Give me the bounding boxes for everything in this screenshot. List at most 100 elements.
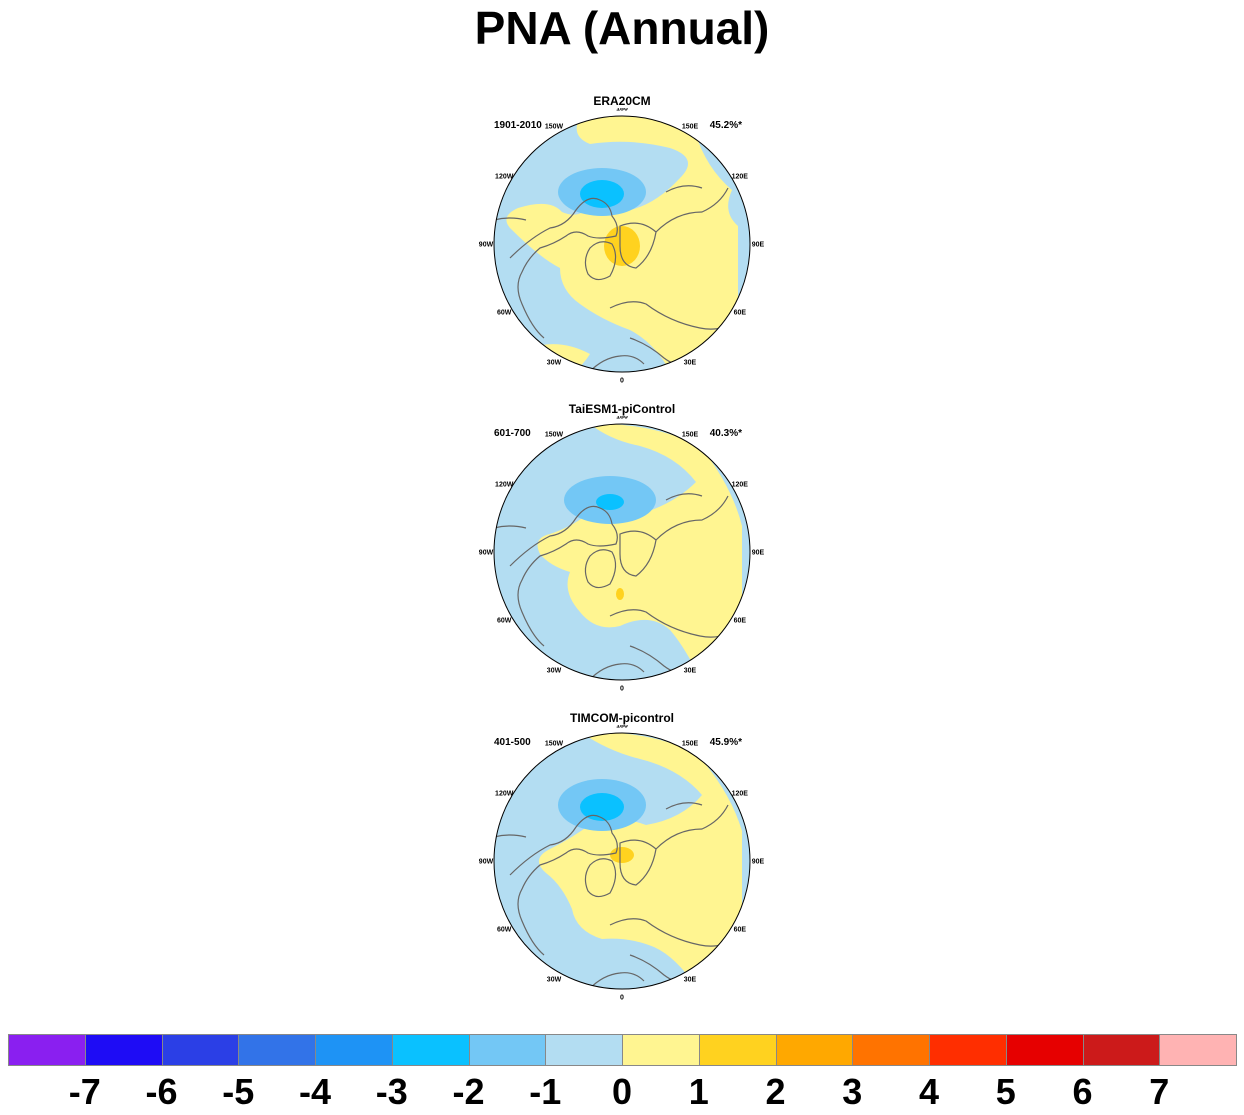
panel-variance: 45.2%* [709, 120, 742, 131]
colorbar-tick-label: -5 [222, 1071, 255, 1112]
coastline [584, 241, 617, 281]
map-panel-timcom: TIMCOM-picontrol 401-500 45.9%* 180 150E 1… [470, 711, 774, 1011]
colorbar-box [622, 1034, 700, 1066]
map-border [493, 732, 751, 990]
longitude-label: 150W [545, 741, 564, 748]
polar-map: 180 150E 120E 90E 60E 30E 0 30W 60W 90W 120W 150W [479, 725, 765, 1002]
coastline [583, 972, 645, 989]
longitude-label: 150E [682, 124, 699, 131]
longitude-label: 90E [752, 242, 765, 249]
coastline [584, 549, 617, 589]
longitude-label: 0 [620, 686, 624, 693]
colorbar-tick-label: 0 [611, 1071, 633, 1112]
colorbar-box [698, 1034, 777, 1066]
colorbar-tick-label: -1 [529, 1071, 562, 1112]
longitude-label: 30E [684, 359, 697, 366]
colorbar-tick-label: -3 [375, 1071, 408, 1112]
longitude-label: 30E [684, 667, 697, 674]
panel-title: TaiESM1-piControl [568, 402, 676, 416]
positive-anomaly-center [604, 226, 640, 266]
coastline [655, 187, 729, 233]
longitude-label: 150W [545, 432, 564, 439]
polar-map: 180 150E 120E 90E 60E 30E 0 30W 60W 90W 120W 150W [479, 416, 765, 693]
longitude-label: 60E [734, 927, 747, 934]
longitude-label: 90E [752, 550, 765, 557]
panel-period: 401-500 [494, 737, 531, 748]
longitude-label: 30W [547, 976, 562, 983]
longitude-label: 120E [732, 791, 749, 798]
longitude-label: 120W [495, 174, 514, 181]
colorbar-tick-label: 3 [842, 1071, 863, 1112]
chart-title: PNA (Annual) [474, 2, 770, 54]
positive-anomaly-center [610, 847, 634, 863]
longitude-label: 180 [616, 725, 628, 730]
colorbar-tick-label: 1 [688, 1071, 709, 1112]
colorbar-box [315, 1034, 393, 1066]
panel-variance: 45.9%* [709, 737, 742, 748]
longitude-label: 90E [752, 859, 765, 866]
longitude-label: 90W [479, 550, 494, 557]
colorbar-box [161, 1034, 240, 1066]
coastline [655, 804, 729, 850]
panel-variance: 40.3%* [709, 428, 742, 439]
longitude-label: 120E [732, 482, 749, 489]
coastline [665, 185, 703, 193]
map-border [493, 115, 751, 373]
negative-anomaly-center [580, 180, 624, 208]
longitude-label: 90W [479, 859, 494, 866]
coastline [509, 197, 618, 339]
colorbar-box [8, 1034, 86, 1066]
colorbar-box [545, 1034, 623, 1066]
colorbar-box [1082, 1034, 1161, 1066]
longitude-label: 60W [497, 310, 512, 317]
positive-anomaly-region [539, 733, 742, 987]
coastline [655, 495, 729, 541]
panel-period: 1901-2010 [494, 120, 542, 131]
longitude-label: 60W [497, 618, 512, 625]
coastline [665, 493, 703, 501]
longitude-label: 180 [616, 108, 628, 113]
colorbar-box [238, 1034, 316, 1066]
coastline [619, 530, 657, 577]
colorbar-box [84, 1034, 163, 1066]
coastline [619, 839, 657, 886]
map-panel-taiesm1: TaiESM1-piControl 601-700 40.3%* 180 150E… [470, 402, 774, 702]
negative-anomaly-center [580, 793, 624, 821]
longitude-label: 30E [684, 976, 697, 983]
longitude-label: 150W [545, 124, 564, 131]
longitude-label: 120E [732, 174, 749, 181]
colorbar-tick-label: 2 [765, 1071, 786, 1112]
colorbar [8, 1034, 1237, 1068]
colorbar-tick-label: 6 [1072, 1071, 1093, 1112]
map-panel-era20cm: ERA20CM 1901-2010 45.2%* 180 150E 120E 90E 6… [470, 94, 774, 394]
longitude-label: 0 [620, 995, 624, 1002]
longitude-label: 150E [682, 741, 699, 748]
positive-anomaly-region [537, 424, 742, 678]
colorbar-tick-label: -6 [145, 1071, 178, 1112]
longitude-label: 180 [616, 416, 628, 421]
colorbar-tick-label: -7 [68, 1071, 101, 1112]
colorbar-tick-label: -2 [452, 1071, 485, 1112]
coastline [583, 355, 645, 372]
colorbar-box [391, 1034, 470, 1066]
colorbar-tick-label: 4 [918, 1071, 940, 1112]
longitude-label: 120W [495, 791, 514, 798]
coastline [619, 222, 657, 269]
longitude-label: 30W [547, 359, 562, 366]
coastline [583, 663, 645, 680]
positive-anomaly-center [616, 588, 624, 600]
coastline [509, 814, 618, 956]
coastline [584, 858, 617, 898]
longitude-label: 0 [620, 378, 624, 385]
longitude-label: 60E [734, 618, 747, 625]
polar-map: 180 150E 120E 90E 60E 30E 0 30W 60W 90W 120W 150W [479, 108, 765, 385]
colorbar-box [1005, 1034, 1084, 1066]
panel-title: ERA20CM [593, 94, 651, 108]
longitude-label: 30W [547, 667, 562, 674]
colorbar-box [852, 1034, 930, 1066]
coastline [665, 802, 703, 810]
colorbar-box [775, 1034, 854, 1066]
longitude-label: 150E [682, 432, 699, 439]
longitude-label: 60E [734, 310, 747, 317]
colorbar-tick-label: 7 [1149, 1071, 1170, 1112]
